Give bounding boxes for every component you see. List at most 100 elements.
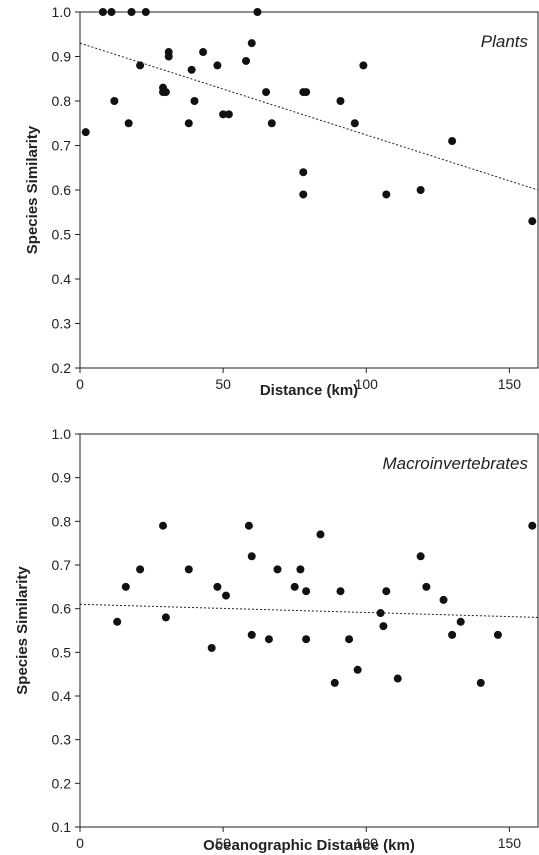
plants-scatter-panel: 0.2 0.3 0.4 0.5 0.6 0.7 0.8 0.9 1.0 0 50 100 150 Dist… [24,4,539,399]
data-point [161,613,170,622]
y-tick-label: 0.1 [52,819,72,835]
y-tick-label: 0.8 [52,93,72,109]
y-tick-label: 1.0 [52,4,72,20]
data-point [124,119,133,128]
data-point [302,88,311,97]
data-point [253,8,262,16]
data-point [141,8,150,16]
data-point [244,521,253,530]
x-tick-label: 50 [215,376,231,392]
data-point [213,61,222,70]
data-point [273,565,282,574]
data-point [110,97,119,105]
data-point [264,635,273,644]
data-point [221,591,230,600]
x-tick-label: 100 [355,835,379,851]
data-point [359,61,368,70]
y-tick-label: 1.0 [52,426,72,442]
y-tick-label: 0.5 [52,227,72,243]
data-point [345,635,354,644]
y-axis-title: Species Similarity [14,566,31,695]
data-point [448,137,457,146]
plot-frame [79,433,539,828]
data-point [448,630,457,639]
data-point [187,65,196,74]
data-point [290,582,299,591]
trend-line [79,42,539,191]
y-tick-label: 0.3 [52,732,72,748]
trend-line [79,603,539,618]
data-point [247,552,256,561]
data-point [247,630,256,639]
data-point [113,617,122,626]
data-point [353,665,362,674]
y-tick-label: 0.3 [52,316,72,332]
x-axis-title: Oceanographic Distance (km) [203,837,415,854]
x-tick-label: 150 [498,835,522,851]
data-point [382,190,391,199]
data-point [121,582,130,591]
y-tick-label: 0.4 [52,271,72,287]
x-tick-label: 0 [76,835,84,851]
y-tick-label: 0.5 [52,644,72,660]
data-point [98,8,107,16]
x-tick-label: 150 [498,376,522,392]
data-point [190,97,199,105]
data-point [213,582,222,591]
data-point [136,61,145,70]
panel-annotation: Plants [481,32,529,51]
data-point [379,622,388,631]
data-point [316,530,325,539]
data-point [528,217,537,226]
data-point [299,168,308,177]
data-point [422,582,431,591]
y-tick-label: 0.9 [52,49,72,65]
data-point [247,39,256,48]
data-point [393,674,402,683]
y-axis-title: Species Similarity [24,125,41,254]
data-point [224,110,233,119]
data-point [81,128,90,137]
data-point [299,190,308,199]
x-tick-label: 100 [355,376,379,392]
data-point [493,630,502,639]
macroinvertebrates-scatter-panel: 0.1 0.2 0.3 0.4 0.5 0.6 0.7 0.8 0.9 1.0 0 50 100 150 O… [14,426,539,854]
y-tick-label: 0.4 [52,688,72,704]
data-point [262,88,271,97]
data-point [159,521,168,530]
y-tick-label: 0.6 [52,601,72,617]
data-point [416,552,425,561]
y-tick-label: 0.7 [52,557,72,573]
data-point [199,48,208,57]
y-tick-label: 0.2 [52,360,72,376]
data-point [302,587,311,596]
y-tick-label: 0.8 [52,513,72,529]
y-tick-label: 0.9 [52,470,72,486]
data-point [267,119,276,128]
data-point [376,609,385,618]
panel-annotation: Macroinvertebrates [382,454,528,473]
data-point [296,565,305,574]
data-point [127,8,136,16]
data-point [350,119,359,128]
data-point [107,8,116,16]
data-point [336,97,345,105]
y-tick-label: 0.2 [52,775,72,791]
data-point [219,110,228,119]
data-point [456,617,465,626]
x-tick-label: 50 [215,835,231,851]
data-point [330,678,339,687]
data-point [476,678,485,687]
data-point [164,48,173,57]
data-point [416,186,425,194]
data-point [161,88,170,97]
y-tick-label: 0.7 [52,138,72,154]
data-point [439,595,448,604]
y-tick-label: 0.6 [52,182,72,198]
data-point [207,643,216,652]
data-point [302,635,311,644]
x-tick-label: 0 [76,376,84,392]
data-point [136,565,145,574]
data-point [184,565,193,574]
